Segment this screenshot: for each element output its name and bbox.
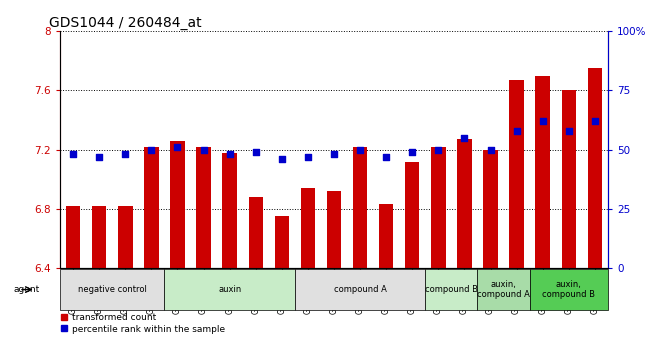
Point bbox=[381, 154, 391, 159]
Text: compound B: compound B bbox=[425, 285, 478, 294]
Bar bbox=[66, 206, 80, 268]
Text: auxin: auxin bbox=[218, 285, 241, 294]
Point bbox=[485, 147, 496, 152]
Point bbox=[250, 149, 261, 155]
Bar bbox=[379, 205, 393, 268]
Bar bbox=[405, 161, 420, 268]
Bar bbox=[170, 141, 184, 268]
Point bbox=[407, 149, 418, 155]
Bar bbox=[196, 147, 211, 268]
Text: GDS1044 / 260484_at: GDS1044 / 260484_at bbox=[49, 16, 202, 30]
FancyBboxPatch shape bbox=[60, 269, 164, 310]
Text: auxin,
compound A: auxin, compound A bbox=[477, 280, 530, 299]
Bar bbox=[222, 152, 237, 268]
FancyBboxPatch shape bbox=[164, 269, 295, 310]
Point bbox=[303, 154, 313, 159]
Point bbox=[277, 156, 287, 162]
FancyBboxPatch shape bbox=[530, 269, 608, 310]
FancyBboxPatch shape bbox=[295, 269, 426, 310]
Bar bbox=[118, 206, 132, 268]
Text: compound A: compound A bbox=[333, 285, 387, 294]
Bar bbox=[327, 191, 341, 268]
FancyBboxPatch shape bbox=[426, 269, 478, 310]
Bar bbox=[536, 76, 550, 268]
Bar bbox=[484, 150, 498, 268]
Point bbox=[198, 147, 209, 152]
Point bbox=[120, 152, 131, 157]
Point bbox=[172, 145, 183, 150]
Text: auxin,
compound B: auxin, compound B bbox=[542, 280, 595, 299]
Bar bbox=[275, 216, 289, 268]
Bar bbox=[92, 206, 106, 268]
Text: agent: agent bbox=[13, 285, 40, 294]
Bar bbox=[588, 68, 602, 268]
FancyBboxPatch shape bbox=[478, 269, 530, 310]
Point bbox=[589, 118, 600, 124]
Point bbox=[224, 152, 235, 157]
Point bbox=[329, 152, 339, 157]
Bar bbox=[353, 147, 367, 268]
Bar bbox=[144, 147, 158, 268]
Point bbox=[433, 147, 444, 152]
Point bbox=[563, 128, 574, 134]
Point bbox=[459, 135, 470, 140]
Legend: transformed count, percentile rank within the sample: transformed count, percentile rank withi… bbox=[59, 313, 225, 334]
Bar bbox=[562, 90, 576, 268]
Point bbox=[68, 152, 79, 157]
Point bbox=[355, 147, 365, 152]
Point bbox=[94, 154, 105, 159]
Bar bbox=[510, 80, 524, 268]
Bar bbox=[431, 147, 446, 268]
Bar bbox=[248, 197, 263, 268]
Bar bbox=[457, 139, 472, 268]
Text: negative control: negative control bbox=[78, 285, 147, 294]
Point bbox=[511, 128, 522, 134]
Point bbox=[537, 118, 548, 124]
Point bbox=[146, 147, 157, 152]
Bar bbox=[301, 188, 315, 268]
